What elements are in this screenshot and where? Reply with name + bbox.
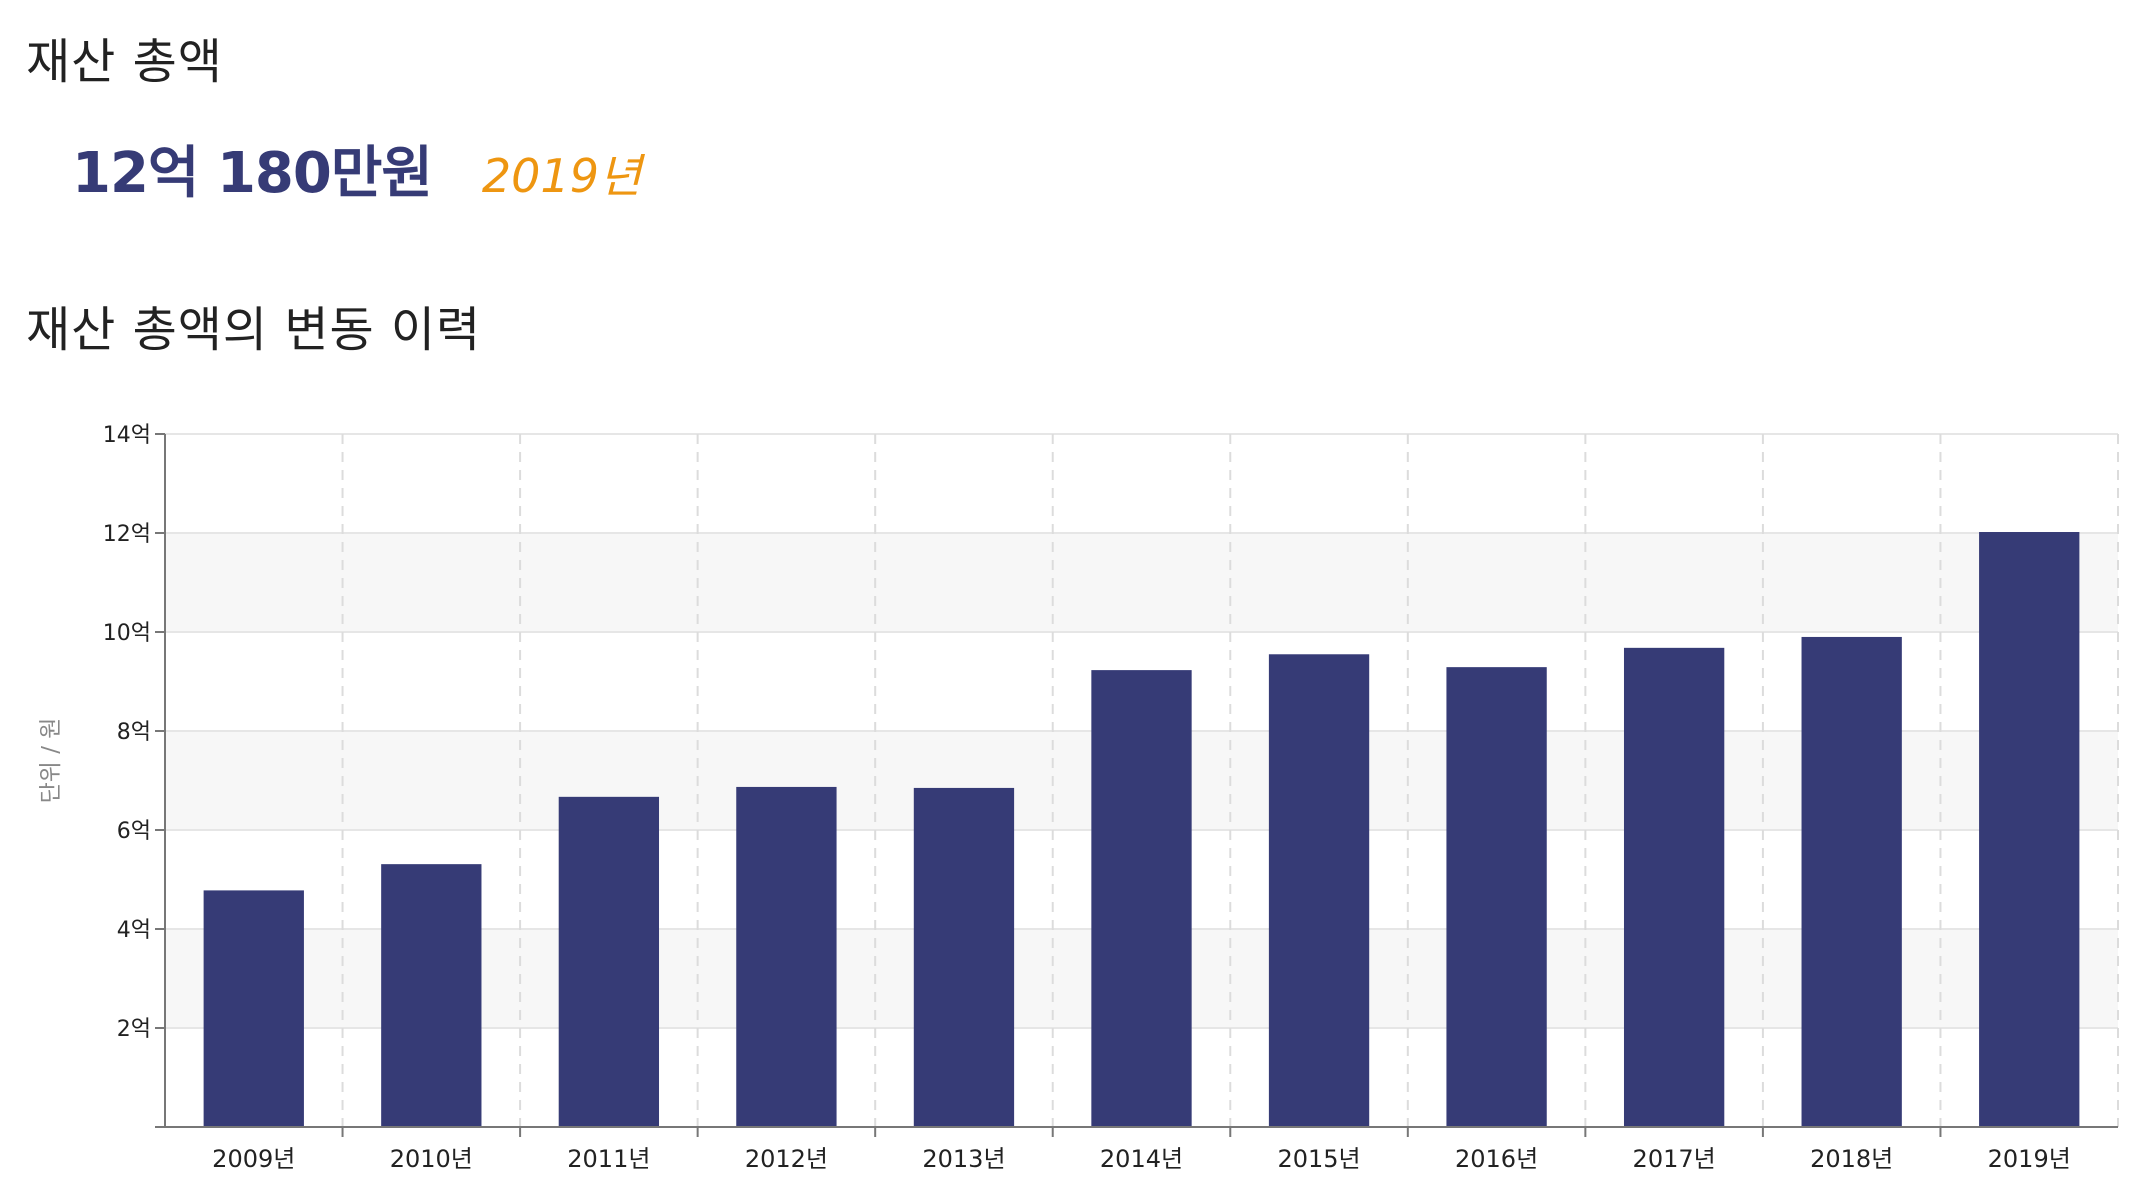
bar-2015년 [1268,654,1370,1127]
bar-2014년 [1091,670,1192,1127]
y-tick-label: 12억 [103,522,151,547]
total-year: 2019년 [481,149,642,203]
x-tick-label: 2014년 [1100,1145,1183,1173]
x-tick-label: 2016년 [1455,1145,1538,1173]
x-tick-label: 2010년 [390,1145,473,1173]
x-tick-label: 2018년 [1810,1145,1893,1173]
bar-2013년 [913,787,1015,1127]
grid-band [165,533,2118,632]
bar-2016년 [1446,667,1547,1127]
y-tick-label: 14억 [103,423,151,448]
bar-2010년 [381,864,482,1127]
bar-2019년 [1979,532,2080,1127]
y-tick-label: 4억 [117,918,151,943]
x-tick-label: 2012년 [745,1145,828,1173]
section-title-total: 재산 총액 [26,34,223,90]
y-tick-label: 2억 [117,1017,151,1042]
y-tick-label: 10억 [103,621,151,646]
bar-2009년 [203,890,304,1127]
x-tick-label: 2017년 [1633,1145,1716,1173]
x-tick-label: 2015년 [1277,1145,1360,1173]
section-title-history: 재산 총액의 변동 이력 [26,302,482,358]
y-axis-title: 단위 / 원 [38,718,64,804]
total-summary: 12억 180만원 2019년 [72,128,641,209]
x-tick-label: 2009년 [212,1145,295,1173]
bar-2011년 [558,796,660,1127]
total-amount: 12억 180만원 [72,141,433,206]
y-tick-label: 8억 [117,720,151,745]
bar-2018년 [1801,636,1902,1127]
asset-history-bar-chart: 2억 4억 6억 8억 10억 12억 14억 2009년 2010년 2011년 2012년 201… [38,423,2119,1173]
x-tick-label: 2013년 [922,1145,1005,1173]
bar-2012년 [736,786,837,1127]
x-tick-label: 2019년 [1988,1145,2071,1173]
bar-2017년 [1623,647,1725,1127]
y-tick-label: 6억 [117,819,151,844]
x-tick-label: 2011년 [567,1145,650,1173]
